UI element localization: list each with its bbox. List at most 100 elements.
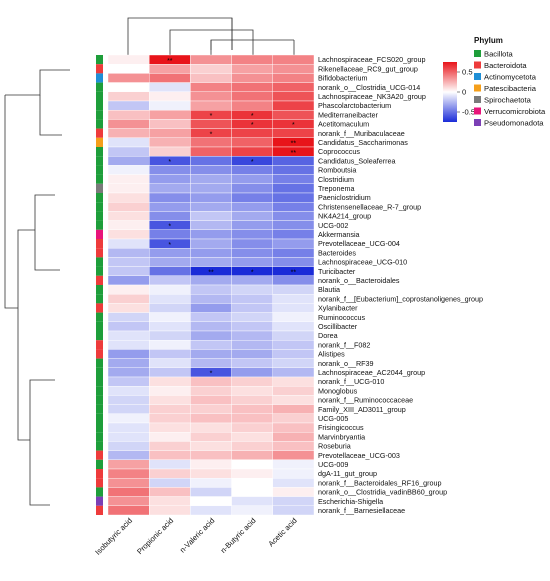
heatmap-cell <box>190 275 232 286</box>
heatmap-cell <box>148 100 191 111</box>
significance-mark: * <box>210 371 213 378</box>
heatmap-cell <box>190 321 232 332</box>
heatmap-cell <box>272 257 315 267</box>
row-dendrogram <box>4 69 70 506</box>
heatmap-cell <box>272 220 315 231</box>
heatmap-cell <box>231 349 274 359</box>
phylum-marker <box>96 257 103 267</box>
heatmap-cell <box>148 82 191 92</box>
phylum-marker <box>96 321 103 331</box>
legend-label: Verrucomicrobiota <box>484 107 546 116</box>
heatmap-cell <box>107 174 150 185</box>
row-label: Prevotellaceae_UCG-003 <box>318 451 400 460</box>
heatmap-cell <box>107 413 150 424</box>
heatmap-cell <box>148 496 191 507</box>
row-dendro-mid-sub-2 <box>34 230 60 271</box>
heatmap-cell <box>148 146 191 157</box>
color-scale-bar: 0.5 0 -0.5 <box>443 62 475 122</box>
heatmap-cell <box>272 367 315 378</box>
heatmap-cell <box>272 330 315 341</box>
row-label: norank_f__Muribaculaceae <box>318 129 405 138</box>
phylum-strip <box>96 55 103 515</box>
column-label: Isobutyric acid <box>93 516 134 557</box>
heatmap-cell <box>107 321 150 332</box>
heatmap-cell <box>107 54 150 65</box>
row-label: Escherichia-Shigella <box>318 497 383 506</box>
heatmap-cell <box>148 192 191 203</box>
heatmap-cell <box>231 340 274 350</box>
heatmap-cell <box>107 100 150 111</box>
heatmap-cell <box>107 312 150 323</box>
heatmap-cell <box>107 505 150 516</box>
phylum-marker <box>96 432 103 442</box>
phylum-marker <box>96 183 103 193</box>
row-label: norank_o__Bacteroidales <box>318 276 400 285</box>
heatmap-cell <box>148 294 191 304</box>
heatmap-cell <box>107 211 150 221</box>
row-label: Prevotellaceae_UCG-004 <box>318 239 400 248</box>
heatmap-cell <box>107 146 150 157</box>
phylum-marker <box>96 119 103 129</box>
phylum-marker <box>96 349 103 359</box>
heatmap-cell <box>272 82 315 92</box>
heatmap-cell <box>231 174 274 185</box>
col-dendro-branch-3 <box>232 29 254 40</box>
heatmap-cell <box>272 211 315 221</box>
heatmap-cell <box>107 487 150 497</box>
phylum-marker <box>96 312 103 322</box>
heatmap-cell <box>190 505 232 516</box>
heatmap-cell <box>148 432 191 442</box>
heatmap-cell <box>107 303 150 313</box>
heatmap-cell <box>272 109 315 120</box>
significance-mark: * <box>210 131 213 138</box>
heatmap-cell <box>190 404 232 415</box>
phylum-marker <box>96 128 103 138</box>
heatmap-cell <box>231 54 274 65</box>
heatmap-cell <box>272 321 315 332</box>
phylum-marker <box>96 459 103 469</box>
heatmap-cell <box>190 174 232 185</box>
heatmap-cell <box>148 505 191 516</box>
significance-mark: ** <box>291 141 297 148</box>
row-label: Lachnospiraceae_NK3A20_group <box>318 92 426 101</box>
heatmap-cell <box>272 432 315 442</box>
heatmap-cell <box>107 238 150 249</box>
legend-swatch <box>474 96 481 103</box>
heatmap-cell <box>272 404 315 415</box>
row-label: Dorea <box>318 331 338 340</box>
row-label: NK4A214_group <box>318 212 371 221</box>
heatmap-cell <box>190 478 232 488</box>
significance-mark: * <box>210 113 213 120</box>
row-label: Candidatus_Soleaferrea <box>318 156 396 165</box>
heatmap-cell <box>148 349 191 359</box>
heatmap-cell <box>231 505 274 516</box>
column-dendrogram <box>127 17 295 55</box>
heatmap-cell <box>190 284 232 295</box>
phylum-marker <box>96 367 103 377</box>
heatmap-cell <box>231 238 274 249</box>
phylum-marker <box>96 211 103 221</box>
row-label: dgA-11_gut_group <box>318 469 377 478</box>
heatmap-cell <box>190 238 232 249</box>
heatmap-cell <box>148 91 191 102</box>
phylum-marker <box>96 340 103 350</box>
phylum-marker <box>96 487 103 497</box>
heatmap-cell <box>231 73 274 83</box>
legend-swatch <box>474 119 481 126</box>
heatmap-cell <box>148 321 191 332</box>
heatmap-cell <box>231 404 274 415</box>
significance-mark: ** <box>291 269 297 276</box>
heatmap-cell <box>190 330 232 341</box>
heatmap-cell <box>190 376 232 387</box>
heatmap-cell <box>231 441 274 451</box>
heatmap-cell <box>190 165 232 175</box>
heatmap-cell <box>148 330 191 341</box>
row-label: Romboutsia <box>318 166 356 175</box>
heatmap-cell <box>231 312 274 323</box>
legend-title: Phylum <box>474 36 503 45</box>
phylum-marker <box>96 229 103 239</box>
heatmap-cell <box>272 422 315 433</box>
heatmap-cell <box>190 155 232 166</box>
heatmap-cell <box>107 119 150 129</box>
heatmap-cell <box>148 468 191 479</box>
